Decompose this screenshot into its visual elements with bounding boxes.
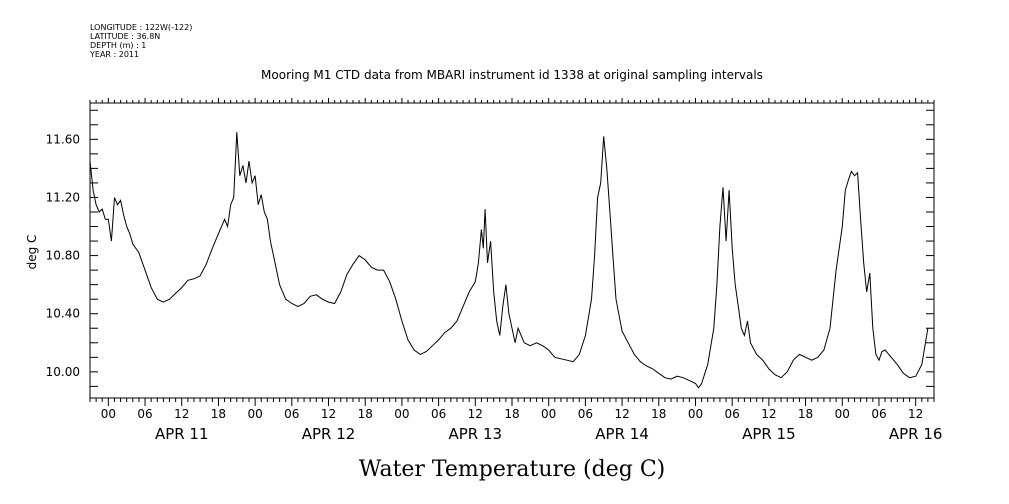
x-hour-label: 06 — [284, 407, 299, 421]
y-tick-label: 11.60 — [46, 132, 80, 146]
y-axis: 10.00 10.40 10.80 11.20 11.60 — [46, 109, 934, 387]
x-hour-label: 00 — [247, 407, 262, 421]
x-hour-label: 18 — [651, 407, 666, 421]
x-hour-label: 06 — [431, 407, 446, 421]
x-hour-label: 06 — [578, 407, 593, 421]
x-hour-label: 18 — [798, 407, 813, 421]
plot-frame — [89, 102, 935, 399]
y-tick-label: 10.80 — [46, 249, 80, 263]
depth-label: DEPTH (m) : 1 — [90, 41, 146, 50]
y-tick-label: 11.20 — [46, 190, 80, 204]
top-axis — [89, 98, 935, 103]
x-day-label: APR 11 — [155, 425, 209, 443]
y-tick-label: 10.00 — [46, 365, 80, 379]
temperature-series-line — [89, 132, 929, 389]
x-hour-label: 12 — [614, 407, 629, 421]
year-label: YEAR : 2011 — [89, 50, 139, 59]
chart-title: Water Temperature (deg C) — [359, 457, 666, 482]
x-hour-label: 18 — [358, 407, 373, 421]
x-hour-label: 00 — [541, 407, 556, 421]
longitude-label: LONGITUDE : 122W(-122) — [90, 23, 192, 32]
x-hour-label: 06 — [725, 407, 740, 421]
latitude-label: LATITUDE : 36.8N — [90, 32, 160, 41]
x-hour-label: 06 — [871, 407, 886, 421]
x-hour-label: 12 — [468, 407, 483, 421]
x-day-label: APR 15 — [742, 425, 796, 443]
x-day-label: APR 12 — [302, 425, 356, 443]
x-axis: 00 06 12 18 00 06 12 18 00 06 12 18 00 06 12 18 00 06 12 18… — [89, 398, 943, 443]
x-hour-label: 12 — [908, 407, 923, 421]
x-hour-label: 00 — [688, 407, 703, 421]
x-hour-label: 00 — [394, 407, 409, 421]
x-hour-label: 06 — [137, 407, 152, 421]
y-axis-label: deg C — [25, 235, 39, 270]
x-day-label: APR 14 — [595, 425, 649, 443]
x-hour-label: 12 — [321, 407, 336, 421]
y-tick-label: 10.40 — [46, 307, 80, 321]
x-hour-label: 18 — [211, 407, 226, 421]
x-hour-label: 00 — [835, 407, 850, 421]
x-hour-label: 18 — [504, 407, 519, 421]
x-hour-label: 12 — [174, 407, 189, 421]
x-hour-label: 00 — [101, 407, 116, 421]
chart-subtitle: Mooring M1 CTD data from MBARI instrumen… — [261, 68, 763, 82]
x-day-label: APR 13 — [449, 425, 503, 443]
x-hour-label: 12 — [761, 407, 776, 421]
x-day-label: APR 16 — [889, 425, 943, 443]
